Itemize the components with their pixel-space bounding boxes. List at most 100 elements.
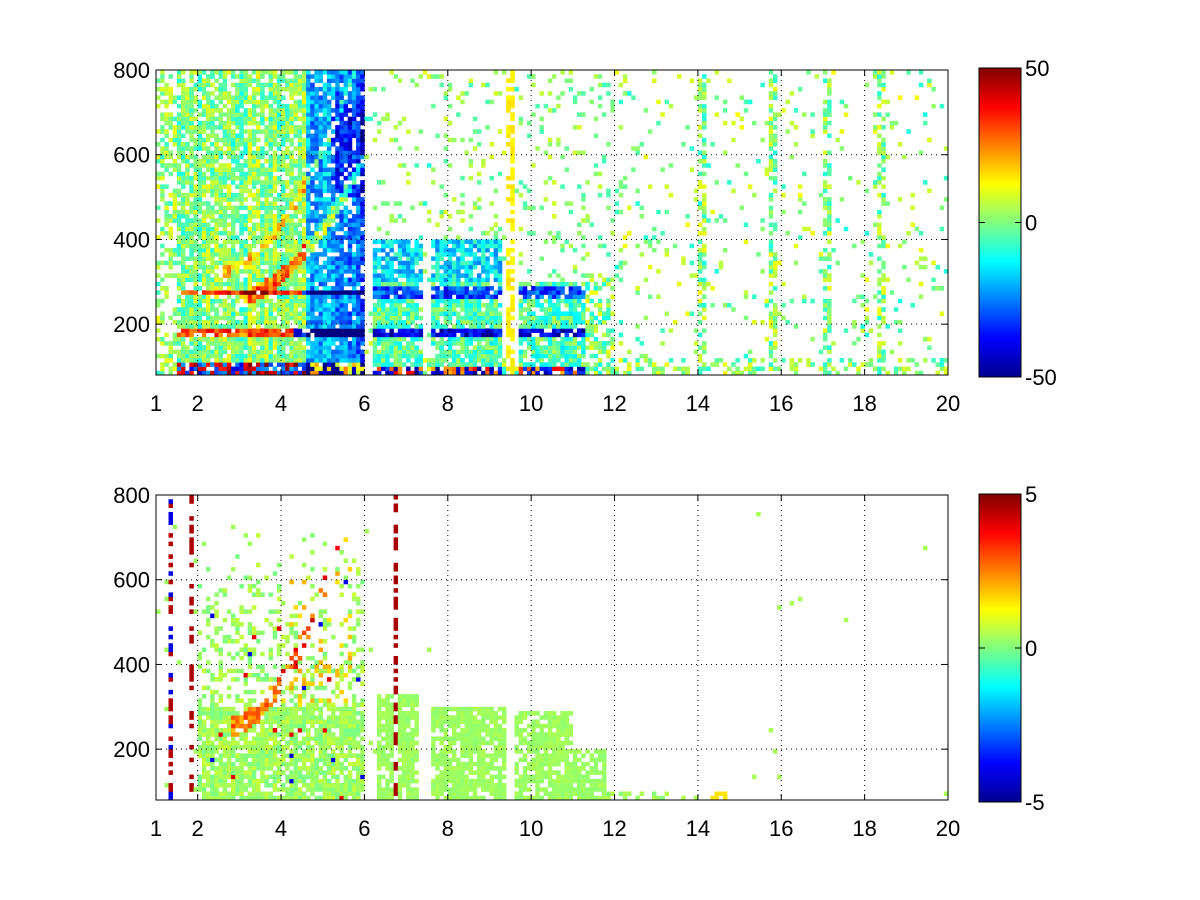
heatmap-cell xyxy=(389,239,394,244)
heatmap-cell xyxy=(222,197,228,202)
heatmap-cell xyxy=(497,332,503,338)
heatmap-cell xyxy=(497,243,503,249)
heatmap-cell xyxy=(268,269,274,274)
heatmap-cell xyxy=(322,315,328,321)
heatmap-cell xyxy=(785,319,790,325)
heatmap-cell xyxy=(293,158,299,164)
heatmap-cell xyxy=(339,345,344,350)
heatmap-cell xyxy=(602,82,607,88)
heatmap-cell xyxy=(272,315,278,321)
heatmap-cell xyxy=(264,311,269,316)
heatmap-cell xyxy=(226,256,232,261)
heatmap-cell xyxy=(397,294,403,300)
heatmap-cell xyxy=(247,349,253,355)
heatmap-cell xyxy=(768,146,774,151)
heatmap-cell xyxy=(247,273,253,278)
heatmap-cell xyxy=(351,345,357,350)
heatmap-cell xyxy=(231,82,236,88)
heatmap-cell xyxy=(193,201,198,206)
heatmap-cell xyxy=(722,99,728,105)
heatmap-cell xyxy=(401,311,407,316)
heatmap-cell xyxy=(810,112,815,117)
heatmap-cell xyxy=(260,286,265,291)
heatmap-cell xyxy=(239,171,244,177)
heatmap-cell xyxy=(772,222,778,228)
heatmap-cell xyxy=(301,214,307,219)
heatmap-cell xyxy=(176,95,182,100)
heatmap-cell xyxy=(226,277,232,283)
heatmap-cell xyxy=(410,349,415,355)
heatmap-cell xyxy=(339,273,344,278)
heatmap-cell xyxy=(443,315,449,321)
heatmap-cell xyxy=(439,247,444,253)
heatmap-cell xyxy=(272,218,278,223)
heatmap-cell xyxy=(335,95,340,100)
heatmap-cell xyxy=(581,366,586,372)
heatmap-cell xyxy=(310,184,315,189)
heatmap-cell xyxy=(472,256,478,261)
heatmap-cell xyxy=(347,260,353,266)
heatmap-cell xyxy=(335,370,340,376)
heatmap-cell xyxy=(156,205,161,211)
heatmap-cell xyxy=(510,70,515,75)
heatmap-cell xyxy=(768,273,774,278)
heatmap-cell xyxy=(443,252,449,257)
heatmap-cell xyxy=(518,353,524,359)
heatmap-cell xyxy=(239,150,244,156)
heatmap-cell xyxy=(702,108,707,113)
heatmap-cell xyxy=(464,264,469,270)
heatmap-cell xyxy=(514,86,519,92)
heatmap-cell xyxy=(231,137,236,143)
heatmap-cell xyxy=(185,209,190,215)
heatmap-cell xyxy=(276,252,282,257)
heatmap-cell xyxy=(239,332,244,338)
heatmap-cell xyxy=(306,286,311,291)
heatmap-cell xyxy=(218,205,223,211)
heatmap-cell xyxy=(389,290,394,295)
heatmap-cell xyxy=(226,142,232,147)
heatmap-cell xyxy=(231,99,236,105)
heatmap-cell xyxy=(206,108,211,113)
heatmap-cell xyxy=(160,366,165,372)
heatmap-cell xyxy=(289,142,294,147)
heatmap-cell xyxy=(539,290,544,295)
heatmap-cell xyxy=(389,218,394,223)
heatmap-cell xyxy=(326,86,332,92)
heatmap-cell xyxy=(285,324,290,329)
heatmap-cell xyxy=(301,99,307,105)
heatmap-cell xyxy=(339,167,344,172)
heatmap-cell xyxy=(260,154,265,160)
heatmap-cell xyxy=(360,167,365,172)
heatmap-cell xyxy=(351,154,357,160)
heatmap-cell xyxy=(418,324,424,329)
heatmap-cell xyxy=(251,95,257,100)
heatmap-cell xyxy=(347,218,353,223)
heatmap-cell xyxy=(210,184,215,189)
heatmap-cell xyxy=(222,112,228,117)
heatmap-cell xyxy=(181,345,186,350)
heatmap-cell xyxy=(589,341,594,346)
heatmap-cell xyxy=(668,328,674,333)
heatmap-cell xyxy=(176,125,182,130)
heatmap-cell xyxy=(822,332,828,338)
heatmap-cell xyxy=(318,201,324,206)
heatmap-cell xyxy=(256,150,261,156)
heatmap-cell xyxy=(560,281,565,287)
heatmap-cell xyxy=(243,116,249,122)
heatmap-cell xyxy=(281,366,286,372)
heatmap-cell xyxy=(260,108,265,113)
heatmap-cell xyxy=(456,286,461,291)
heatmap-cell xyxy=(322,142,328,147)
heatmap-cell xyxy=(552,108,557,113)
heatmap-cell xyxy=(222,70,228,75)
heatmap-cell xyxy=(356,133,361,139)
heatmap-cell xyxy=(718,358,724,363)
heatmap-cell xyxy=(281,95,286,100)
heatmap-cell xyxy=(289,358,294,363)
heatmap-cell xyxy=(301,307,307,312)
heatmap-cell xyxy=(326,328,332,333)
heatmap-cell xyxy=(485,302,490,308)
heatmap-cell xyxy=(397,358,403,363)
heatmap-cell xyxy=(497,349,503,355)
heatmap-cell xyxy=(306,184,311,189)
